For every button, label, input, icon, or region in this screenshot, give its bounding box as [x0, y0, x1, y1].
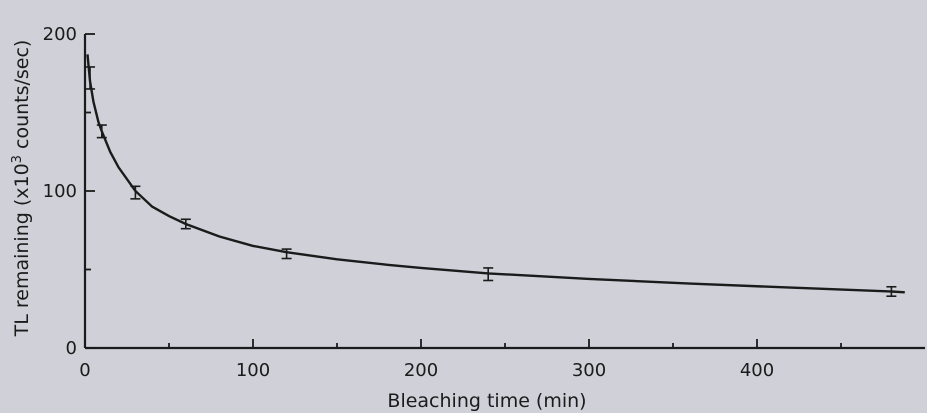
x-axis-title: Bleaching time (min) — [387, 390, 586, 412]
y-axis-title-suffix: counts/sec) — [11, 40, 33, 155]
axes — [83, 34, 925, 350]
plot-area — [85, 54, 905, 297]
tick-labels: 0 100 200 300 400 0 100 200 — [43, 24, 775, 381]
data-points — [85, 66, 897, 297]
tick-marks — [84, 33, 842, 349]
data-point — [96, 124, 107, 139]
data-point — [180, 218, 191, 230]
y-axis-title-superscript: 3 — [10, 155, 25, 163]
x-tick-label: 100 — [236, 360, 270, 381]
data-point — [130, 185, 141, 200]
data-point — [886, 285, 897, 297]
data-point — [281, 248, 292, 260]
y-axis-title: TL remaining (x103 counts/sec) — [10, 40, 33, 338]
data-point — [483, 267, 494, 282]
fit-curve — [86, 54, 905, 294]
y-tick-label: 100 — [43, 181, 77, 202]
x-tick-label: 0 — [79, 360, 90, 381]
y-tick-label: 0 — [66, 338, 77, 359]
y-axis-title-prefix: TL remaining (x10 — [11, 163, 33, 337]
data-point — [85, 66, 96, 90]
x-tick-label: 300 — [572, 360, 606, 381]
x-tick-label: 400 — [740, 360, 774, 381]
y-tick-label: 200 — [43, 24, 77, 45]
x-tick-label: 200 — [404, 360, 438, 381]
